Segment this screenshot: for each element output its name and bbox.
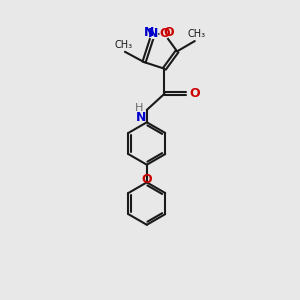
Text: CH₃: CH₃ bbox=[114, 40, 133, 50]
Circle shape bbox=[160, 30, 169, 38]
Text: N: N bbox=[148, 28, 158, 40]
Circle shape bbox=[149, 30, 158, 38]
Text: N: N bbox=[136, 111, 146, 124]
Text: O: O bbox=[190, 87, 200, 100]
Text: N: N bbox=[144, 26, 154, 39]
Text: O: O bbox=[163, 26, 174, 39]
Text: O: O bbox=[142, 173, 152, 186]
Text: H: H bbox=[135, 103, 143, 113]
Text: CH₃: CH₃ bbox=[187, 29, 205, 39]
Text: O: O bbox=[159, 28, 170, 40]
